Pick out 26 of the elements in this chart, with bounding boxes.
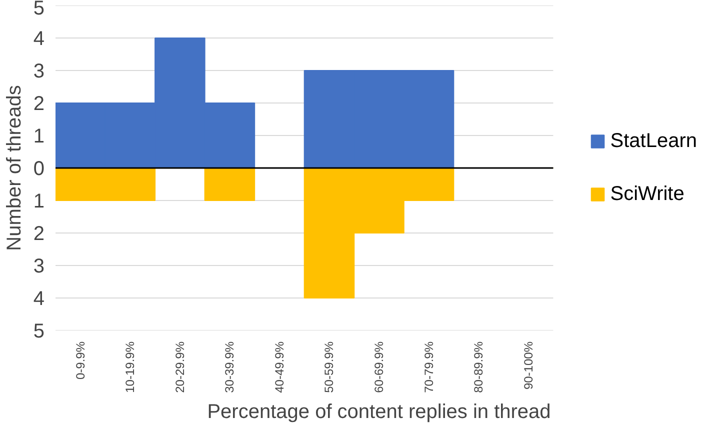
y-tick-label: 4 (33, 288, 44, 310)
x-tick-label: 20-29.9% (172, 341, 187, 393)
x-tick-label: 40-49.9% (272, 341, 286, 393)
x-tick-label: 90-100% (521, 341, 536, 390)
y-tick-label: 1 (33, 190, 44, 212)
bar (204, 168, 256, 201)
y-tick-label: 5 (33, 320, 44, 342)
x-axis-title: Percentage of content replies in thread (207, 400, 551, 423)
y-tick-label: 0 (33, 158, 44, 180)
x-tick-label: 30-39.9% (222, 341, 237, 393)
y-tick-label: 2 (33, 223, 44, 245)
x-tick-label: 0-9.9% (73, 341, 88, 380)
x-tick-label: 10-19.9% (123, 341, 138, 393)
y-axis-title: Number of threads (3, 85, 26, 251)
y-tick-label: 3 (33, 256, 44, 278)
y-tick-label: 2 (33, 93, 44, 115)
x-tick-label: 70-79.9% (422, 341, 436, 393)
x-tick-label: 50-59.9% (322, 341, 336, 393)
y-tick-label: 1 (33, 126, 44, 148)
legend-label: StatLearn (610, 130, 697, 152)
y-tick-label: 3 (33, 60, 44, 82)
x-tick-label: 60-69.9% (372, 341, 386, 393)
x-tick-label: 80-89.9% (472, 341, 486, 393)
y-tick-label: 4 (33, 28, 44, 50)
y-tick-label: 5 (33, 0, 44, 20)
legend-label: SciWrite (610, 182, 684, 206)
